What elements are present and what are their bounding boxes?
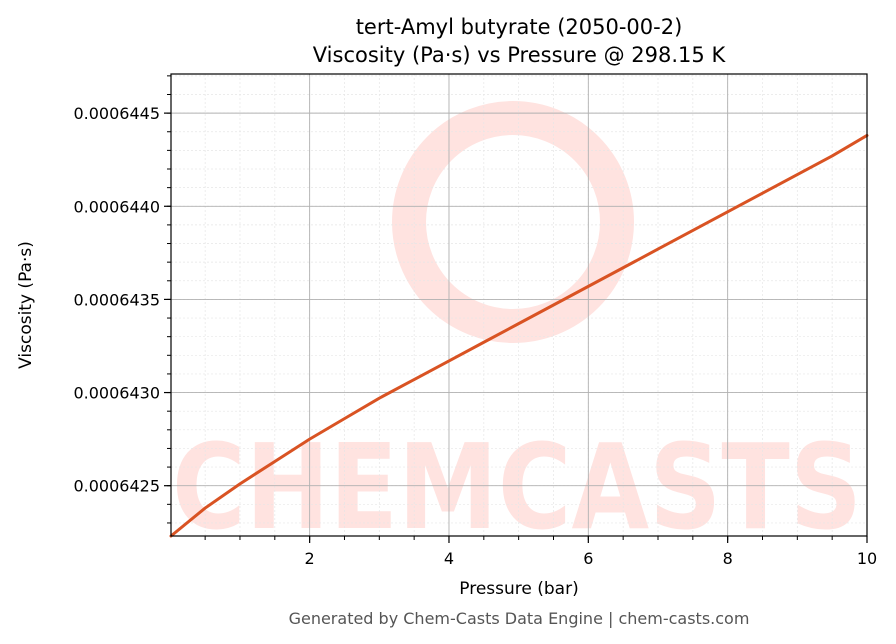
x-axis-ticks: 2 4 6 8 10: [204, 536, 877, 568]
x-tick-label: 4: [444, 549, 454, 568]
series-line-viscosity: [169, 133, 869, 538]
x-tick-label: 10: [857, 549, 877, 568]
y-tick-label: 0.0006425: [73, 477, 160, 496]
x-tick-label: 2: [305, 549, 315, 568]
y-tick-label: 0.0006445: [73, 104, 160, 123]
footer-credit: Generated by Chem-Casts Data Engine | ch…: [289, 609, 750, 628]
y-tick-label: 0.0006435: [73, 290, 160, 309]
watermark-logo-ring: [392, 101, 634, 343]
watermark-text: CHEMCASTS: [172, 418, 862, 556]
chart-subtitle: Viscosity (Pa·s) vs Pressure @ 298.15 K: [313, 43, 727, 67]
minor-grid: [171, 74, 868, 536]
y-axis-ticks: 0.0006425 0.0006430 0.0006435 0.0006440 0.00…: [73, 75, 171, 524]
chart-title: tert-Amyl butyrate (2050-00-2): [356, 15, 683, 39]
y-tick-label: 0.0006440: [73, 197, 160, 216]
x-tick-label: 8: [723, 549, 733, 568]
y-tick-label: 0.0006430: [73, 384, 160, 403]
x-axis-label: Pressure (bar): [459, 579, 578, 599]
y-axis-label: Viscosity (Pa·s): [16, 241, 36, 369]
x-tick-label: 6: [583, 549, 593, 568]
